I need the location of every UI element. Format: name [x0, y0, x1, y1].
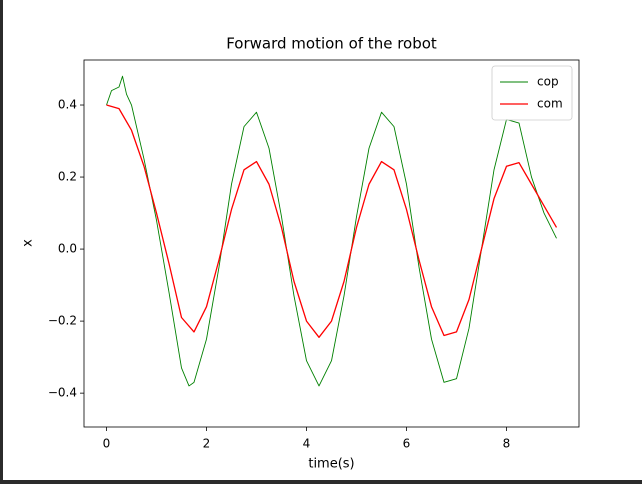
x-tick-label: 2: [203, 437, 211, 451]
y-tick-label: −0.2: [48, 314, 77, 328]
legend-label: com: [537, 97, 563, 111]
y-tick-label: 0.0: [58, 242, 77, 256]
series-line: [106, 104, 558, 338]
legend-label: cop: [537, 75, 559, 89]
x-axis-label: time(s): [308, 457, 354, 472]
y-tick-label: 0.2: [58, 170, 77, 184]
y-tick-label: 0.4: [58, 98, 77, 112]
y-tick-label: −0.4: [48, 386, 77, 400]
x-tick-label: 0: [103, 437, 111, 451]
window-frame-left: [0, 0, 3, 484]
x-tick-label: 8: [503, 437, 511, 451]
chart-title: Forward motion of the robot: [226, 35, 437, 53]
x-tick-label: 4: [303, 437, 311, 451]
axes-frame: [83, 59, 580, 428]
legend-box: [491, 65, 573, 121]
x-tick-label: 6: [403, 437, 411, 451]
window-frame-bottom: [0, 480, 642, 484]
y-axis-label: x: [21, 239, 36, 247]
